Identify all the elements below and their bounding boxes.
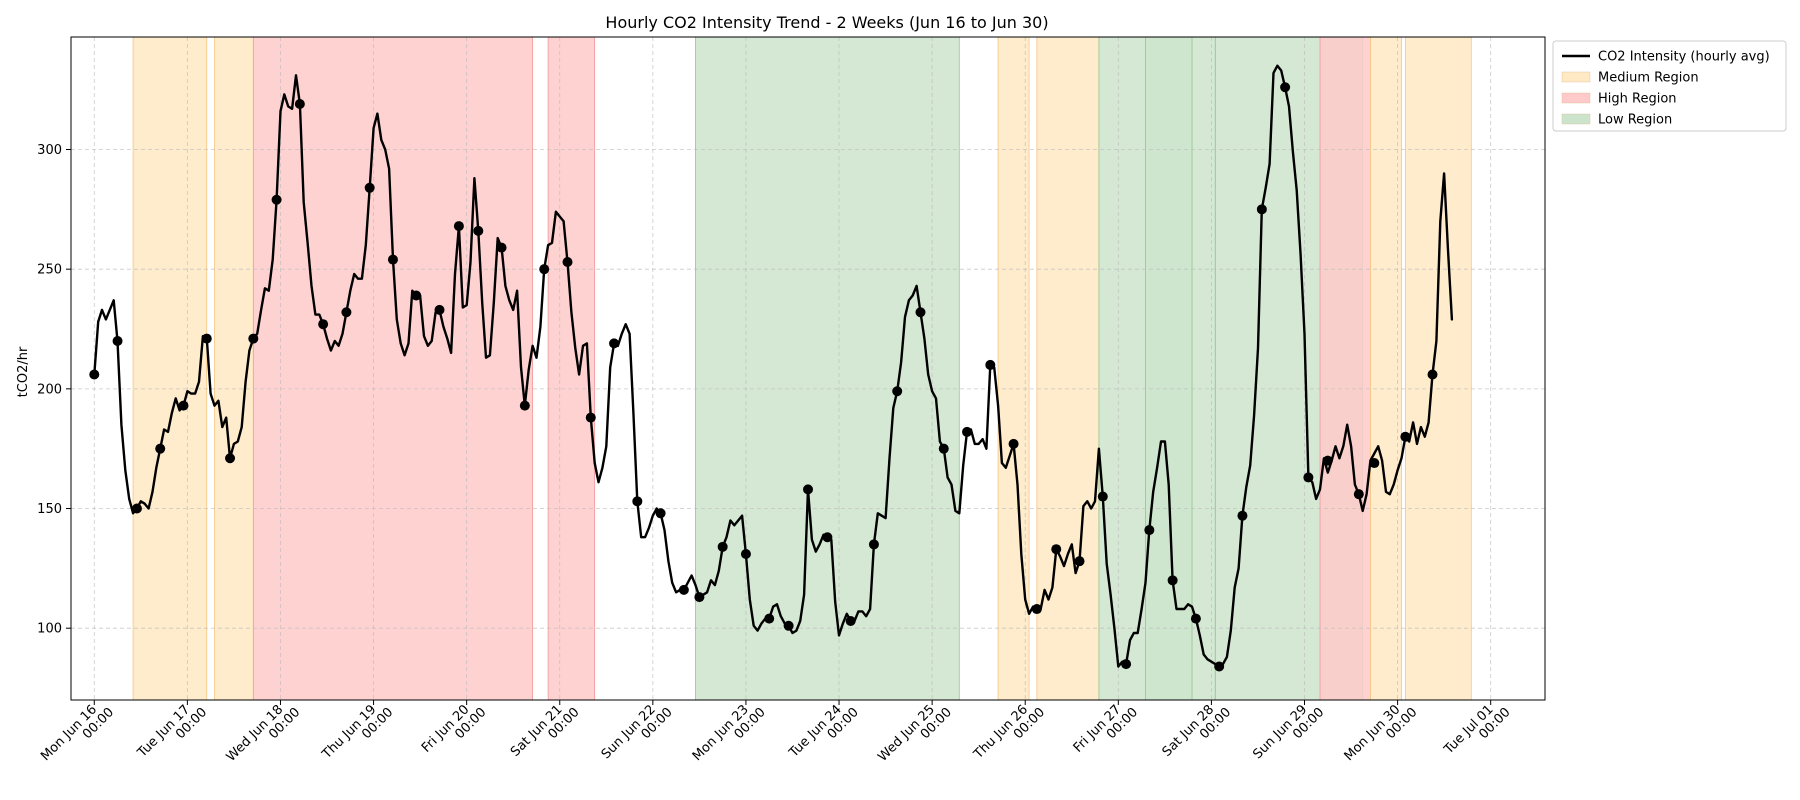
data-point-34 <box>822 532 833 543</box>
y-tick-label-4: 250 <box>37 263 62 278</box>
legend-label-1: CO2 Intensity (hourly avg) <box>1598 50 1770 65</box>
data-point-15 <box>411 290 422 301</box>
data-point-52 <box>1237 510 1248 521</box>
high-region-4 <box>547 36 596 701</box>
legend-label-4: Low Region <box>1598 113 1672 128</box>
legend-label-3: High Region <box>1598 92 1677 107</box>
legend-box <box>1552 40 1787 132</box>
data-point-11 <box>318 319 329 330</box>
data-point-38 <box>915 307 926 318</box>
data-point-7 <box>225 453 236 464</box>
data-point-21 <box>539 264 550 275</box>
data-point-19 <box>496 242 507 253</box>
low-region-5 <box>695 36 960 701</box>
medium-region-7 <box>1036 36 1100 701</box>
data-point-28 <box>694 592 705 603</box>
data-point-45 <box>1074 556 1085 567</box>
data-point-12 <box>341 307 352 318</box>
data-point-47 <box>1121 659 1132 670</box>
legend-swatch-2 <box>1561 71 1591 83</box>
data-point-1 <box>89 369 100 380</box>
data-point-20 <box>519 400 530 411</box>
data-point-44 <box>1051 544 1062 555</box>
data-point-6 <box>201 333 212 344</box>
data-point-33 <box>803 484 813 495</box>
data-point-51 <box>1214 661 1225 672</box>
data-point-5 <box>178 400 189 411</box>
data-point-57 <box>1353 489 1364 500</box>
medium-region-12 <box>1370 36 1402 701</box>
chart-title: Hourly CO2 Intensity Trend - 2 Weeks (Ju… <box>605 13 1048 32</box>
y-axis: 100 150 200 250 300 <box>37 143 71 637</box>
data-point-26 <box>655 508 666 519</box>
data-point-2 <box>112 335 123 346</box>
data-point-56 <box>1322 455 1333 466</box>
medium-region-1 <box>132 36 208 701</box>
data-point-58 <box>1369 458 1380 469</box>
data-point-18 <box>473 225 484 236</box>
legend-swatch-4 <box>1561 113 1591 125</box>
data-point-32 <box>783 620 794 631</box>
data-point-36 <box>868 539 879 550</box>
y-tick-label-5: 300 <box>37 143 62 158</box>
data-point-3 <box>131 503 142 514</box>
data-point-55 <box>1303 472 1314 483</box>
data-point-53 <box>1256 204 1267 215</box>
y-tick-label-2: 150 <box>37 502 62 517</box>
high-region-11 <box>1319 36 1371 701</box>
data-point-41 <box>985 359 996 370</box>
data-point-60 <box>1427 369 1438 380</box>
data-point-23 <box>585 412 596 423</box>
shaded-regions <box>132 36 1472 701</box>
medium-region-13 <box>1404 36 1472 701</box>
low-region-9 <box>1145 36 1193 701</box>
legend-swatch-3 <box>1561 92 1591 104</box>
data-point-54 <box>1280 82 1291 93</box>
plot-frame <box>70 36 1546 701</box>
data-point-50 <box>1190 613 1201 624</box>
data-point-43 <box>1031 604 1042 615</box>
data-point-39 <box>938 443 949 454</box>
data-point-46 <box>1097 491 1108 502</box>
data-point-8 <box>248 333 259 344</box>
data-point-30 <box>740 548 751 559</box>
data-point-31 <box>764 613 775 624</box>
data-point-49 <box>1167 575 1178 586</box>
y-axis-label: tCO2/hr <box>16 346 31 397</box>
series-layer <box>89 64 1454 672</box>
data-point-25 <box>632 496 643 507</box>
data-point-42 <box>1008 438 1019 449</box>
data-point-16 <box>434 304 445 315</box>
data-point-22 <box>562 256 573 267</box>
high-region-3 <box>252 36 533 701</box>
data-point-35 <box>845 616 856 627</box>
data-point-4 <box>155 443 166 454</box>
data-point-9 <box>271 194 282 205</box>
y-tick-label-3: 200 <box>37 382 62 397</box>
data-point-14 <box>387 254 398 265</box>
data-point-10 <box>294 99 305 110</box>
data-point-59 <box>1400 431 1411 442</box>
data-point-24 <box>609 338 620 349</box>
y-tick-label-1: 100 <box>37 622 62 637</box>
legend: CO2 Intensity (hourly avg) Medium Region H… <box>1552 40 1787 132</box>
legend-label-2: Medium Region <box>1598 71 1699 86</box>
data-point-37 <box>892 386 903 397</box>
data-point-40 <box>962 426 973 437</box>
data-point-17 <box>453 221 464 232</box>
data-point-29 <box>717 541 728 552</box>
data-point-27 <box>678 584 689 595</box>
data-point-13 <box>364 182 375 193</box>
data-point-48 <box>1144 525 1155 536</box>
